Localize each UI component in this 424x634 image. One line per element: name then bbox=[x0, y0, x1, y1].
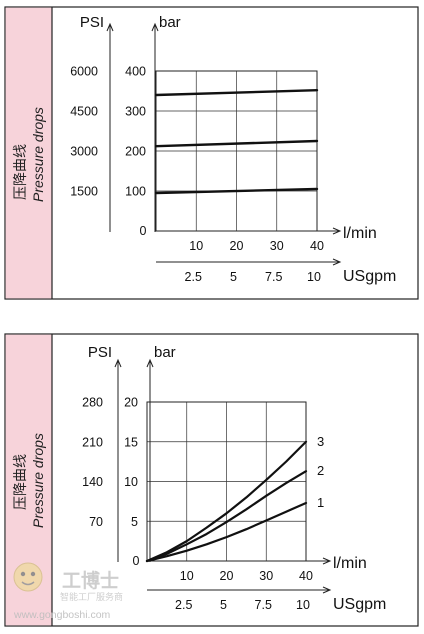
panel-1-frame bbox=[4, 6, 419, 300]
x-tick-usgpm: 10 bbox=[307, 270, 321, 284]
watermark-mascot-smile-icon bbox=[21, 581, 35, 586]
series-line-3 bbox=[145, 501, 308, 563]
origin-label: 0 bbox=[133, 554, 140, 568]
panel-1-side-band bbox=[5, 7, 52, 299]
panel-2-frame bbox=[4, 333, 419, 627]
watermark-brand-cn: 工博士 bbox=[62, 569, 119, 592]
series-line-2 bbox=[154, 139, 319, 148]
chart-1: PSI bar 400 300 200 100 6000 4500 3000 1500 0 10 20 3… bbox=[70, 14, 396, 285]
series-line-1 bbox=[145, 440, 308, 563]
y-tick-bar: 100 bbox=[125, 185, 146, 199]
x-axis-lmin-arrow-icon bbox=[322, 557, 332, 565]
watermark-brand-sub: 智能工厂服务商 bbox=[60, 591, 123, 603]
x-unit-lmin: l/min bbox=[333, 555, 367, 572]
series-label: 2 bbox=[317, 463, 324, 478]
x-unit-lmin: l/min bbox=[343, 225, 377, 242]
y-tick-bar: 400 bbox=[125, 65, 146, 79]
series-line-1 bbox=[154, 89, 319, 97]
y-unit-psi: PSI bbox=[88, 344, 112, 361]
x-tick-lmin: 30 bbox=[259, 569, 273, 583]
y-tick-psi: 1500 bbox=[70, 185, 98, 199]
watermark-mascot-eye-icon bbox=[30, 571, 36, 577]
y-tick-psi: 280 bbox=[82, 396, 103, 410]
bar-axis-arrow-icon bbox=[146, 358, 154, 368]
watermark-url: www.gongboshi.com bbox=[13, 609, 111, 621]
x-tick-lmin: 40 bbox=[299, 569, 313, 583]
series-line-3 bbox=[154, 187, 319, 195]
y-tick-bar: 5 bbox=[131, 515, 138, 529]
watermark-mascot-icon bbox=[13, 562, 43, 592]
panel-2-side-label-cn: 压降曲线 bbox=[13, 454, 29, 510]
series-label: 3 bbox=[317, 434, 324, 449]
x-tick-lmin: 10 bbox=[180, 569, 194, 583]
y-tick-bar: 200 bbox=[125, 145, 146, 159]
y-tick-bar: 15 bbox=[124, 435, 138, 449]
bar-axis-arrow-icon bbox=[151, 22, 159, 32]
y-tick-psi: 6000 bbox=[70, 65, 98, 79]
y-unit-psi: PSI bbox=[80, 14, 104, 31]
y-tick-bar: 300 bbox=[125, 105, 146, 119]
panel-1-side-label-en: Pressure drops bbox=[30, 107, 46, 202]
x-tick-lmin: 40 bbox=[310, 239, 324, 253]
x-tick-lmin: 20 bbox=[230, 239, 244, 253]
x-tick-lmin: 20 bbox=[220, 569, 234, 583]
x-axis-lmin-arrow-icon bbox=[332, 227, 342, 235]
x-tick-lmin: 30 bbox=[270, 239, 284, 253]
psi-axis-arrow-icon bbox=[106, 22, 114, 32]
panel-2-side-label-en: Pressure drops bbox=[30, 433, 46, 528]
y-tick-psi: 140 bbox=[82, 475, 103, 489]
y-tick-bar: 10 bbox=[124, 475, 138, 489]
y-tick-psi: 4500 bbox=[70, 105, 98, 119]
x-axis-usgpm-arrow-icon bbox=[332, 258, 342, 266]
x-tick-usgpm: 2.5 bbox=[175, 598, 192, 612]
panel-1-side-label-cn: 压降曲线 bbox=[13, 144, 29, 200]
y-unit-bar: bar bbox=[154, 344, 176, 361]
y-tick-psi: 70 bbox=[89, 515, 103, 529]
origin-label: 0 bbox=[140, 224, 147, 238]
x-tick-usgpm: 10 bbox=[296, 598, 310, 612]
series-label: 1 bbox=[317, 495, 324, 510]
x-tick-usgpm: 5 bbox=[220, 598, 227, 612]
y-tick-psi: 210 bbox=[82, 435, 103, 449]
x-tick-usgpm: 5 bbox=[230, 270, 237, 284]
x-unit-usgpm: USgpm bbox=[343, 268, 396, 285]
x-tick-lmin: 10 bbox=[189, 239, 203, 253]
x-tick-usgpm: 7.5 bbox=[255, 598, 272, 612]
series-line-2 bbox=[145, 470, 308, 563]
watermark-mascot-eye-icon bbox=[20, 571, 26, 577]
x-tick-usgpm: 2.5 bbox=[185, 270, 202, 284]
x-unit-usgpm: USgpm bbox=[333, 596, 386, 613]
y-tick-psi: 3000 bbox=[70, 145, 98, 159]
y-tick-bar: 20 bbox=[124, 396, 138, 410]
x-tick-usgpm: 7.5 bbox=[265, 270, 282, 284]
y-unit-bar: bar bbox=[159, 14, 181, 31]
psi-axis-arrow-icon bbox=[114, 358, 122, 368]
watermark: 工博士 智能工厂服务商 www.gongboshi.com bbox=[13, 562, 123, 621]
x-axis-usgpm-arrow-icon bbox=[322, 586, 332, 594]
